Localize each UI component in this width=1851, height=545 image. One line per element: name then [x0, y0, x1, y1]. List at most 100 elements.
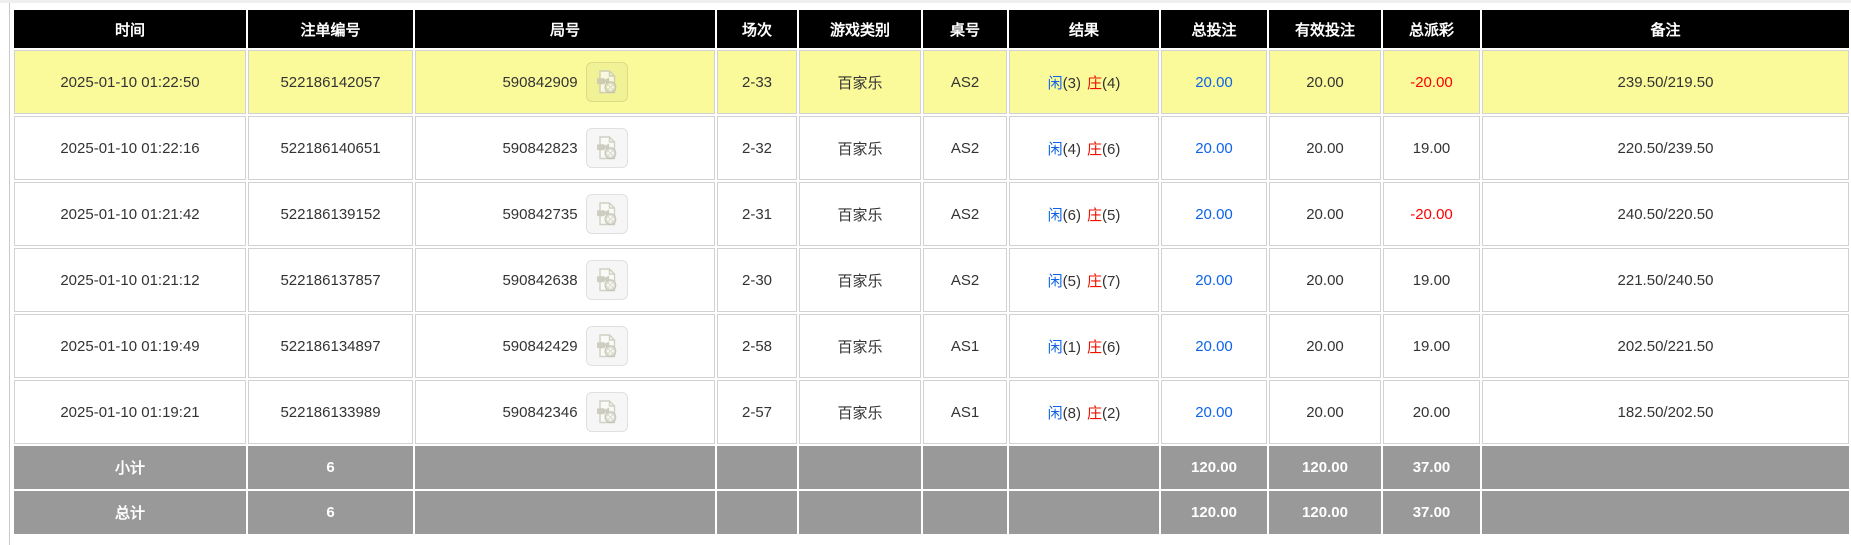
col-header-total-bet: 总投注: [1161, 10, 1267, 48]
table-body: 2025-01-10 01:22:50 522186142057 5908429…: [14, 50, 1849, 444]
time-cell: 2025-01-10 01:21:42: [14, 182, 246, 246]
grand-total-total-payout: 37.00: [1383, 491, 1480, 534]
total-payout-cell: 19.00: [1383, 116, 1480, 180]
remark-cell: 182.50/202.50: [1482, 380, 1849, 444]
round-id-cell: 590842638: [415, 248, 715, 312]
table-row[interactable]: 2025-01-10 01:21:12 522186137857 5908426…: [14, 248, 1849, 312]
banker-result-score: (6): [1102, 140, 1121, 158]
table-footer: 小计 6 120.00 120.00 37.00 总计 6 120.00 120…: [14, 446, 1849, 534]
video-file-icon: [596, 70, 616, 94]
banker-result-score: (4): [1102, 74, 1121, 92]
table-no-cell: AS2: [923, 248, 1007, 312]
grand-total-valid-bet: 120.00: [1269, 491, 1381, 534]
game-type-cell: 百家乐: [799, 116, 921, 180]
bet-id-cell: 522186139152: [248, 182, 413, 246]
table-row[interactable]: 2025-01-10 01:21:42 522186139152 5908427…: [14, 182, 1849, 246]
subtotal-count: 6: [248, 446, 413, 489]
banker-result-label: 庄: [1087, 404, 1103, 422]
table-row[interactable]: 2025-01-10 01:22:50 522186142057 5908429…: [14, 50, 1849, 114]
round-id-cell: 590842735: [415, 182, 715, 246]
video-replay-button[interactable]: [585, 128, 628, 168]
player-result-score: (5): [1062, 272, 1081, 290]
table-header: 时间 注单编号 局号 场次 游戏类别 桌号 结果 总投注 有效投注 总派彩 备注: [14, 10, 1849, 48]
round-id-cell: 590842909: [415, 50, 715, 114]
video-replay-button[interactable]: [585, 260, 628, 300]
table-row[interactable]: 2025-01-10 01:19:21 522186133989 5908423…: [14, 380, 1849, 444]
result-cell: 闲(4) 庄(6): [1009, 116, 1159, 180]
col-header-time: 时间: [14, 10, 246, 48]
player-result-label: 闲: [1047, 74, 1063, 92]
video-replay-button[interactable]: [585, 392, 628, 432]
round-id: 590842823: [502, 139, 578, 157]
col-header-total-payout: 总派彩: [1383, 10, 1480, 48]
round-id-cell: 590842823: [415, 116, 715, 180]
table-row[interactable]: 2025-01-10 01:19:49 522186134897 5908424…: [14, 314, 1849, 378]
video-file-icon: [596, 334, 616, 358]
round-id: 590842346: [502, 403, 578, 421]
video-replay-button[interactable]: [585, 194, 628, 234]
table-row[interactable]: 2025-01-10 01:22:16 522186140651 5908428…: [14, 116, 1849, 180]
time-cell: 2025-01-10 01:22:50: [14, 50, 246, 114]
video-file-icon: [596, 400, 616, 424]
time-cell: 2025-01-10 01:21:12: [14, 248, 246, 312]
subtotal-total-payout: 37.00: [1383, 446, 1480, 489]
total-bet-cell[interactable]: 20.00: [1161, 50, 1267, 114]
grand-total-row: 总计 6 120.00 120.00 37.00: [14, 491, 1849, 534]
col-header-remark: 备注: [1482, 10, 1849, 48]
session-cell: 2-32: [717, 116, 797, 180]
game-type-cell: 百家乐: [799, 50, 921, 114]
valid-bet-cell: 20.00: [1269, 248, 1381, 312]
round-id-cell: 590842346: [415, 380, 715, 444]
round-id: 590842429: [502, 337, 578, 355]
player-result-label: 闲: [1047, 206, 1063, 224]
player-result-score: (3): [1062, 74, 1081, 92]
grand-total-total-bet: 120.00: [1161, 491, 1267, 534]
video-replay-button[interactable]: [585, 326, 628, 366]
banker-result-label: 庄: [1087, 272, 1103, 290]
total-payout-cell: 19.00: [1383, 314, 1480, 378]
col-header-table-no: 桌号: [923, 10, 1007, 48]
session-cell: 2-33: [717, 50, 797, 114]
table-no-cell: AS2: [923, 116, 1007, 180]
total-payout-cell: -20.00: [1383, 182, 1480, 246]
valid-bet-cell: 20.00: [1269, 380, 1381, 444]
remark-cell: 240.50/220.50: [1482, 182, 1849, 246]
col-header-result: 结果: [1009, 10, 1159, 48]
col-header-round-id: 局号: [415, 10, 715, 48]
total-payout-cell: 20.00: [1383, 380, 1480, 444]
grand-total-label: 总计: [14, 491, 246, 534]
subtotal-total-bet: 120.00: [1161, 446, 1267, 489]
grand-total-count: 6: [248, 491, 413, 534]
player-result-score: (1): [1062, 338, 1081, 356]
game-type-cell: 百家乐: [799, 248, 921, 312]
video-file-icon: [596, 136, 616, 160]
table-no-cell: AS2: [923, 182, 1007, 246]
col-header-session: 场次: [717, 10, 797, 48]
total-bet-cell[interactable]: 20.00: [1161, 248, 1267, 312]
content-area: 时间 注单编号 局号 场次 游戏类别 桌号 结果 总投注 有效投注 总派彩 备注…: [10, 3, 1851, 545]
bet-id-cell: 522186142057: [248, 50, 413, 114]
round-id: 590842909: [502, 73, 578, 91]
session-cell: 2-57: [717, 380, 797, 444]
total-bet-cell[interactable]: 20.00: [1161, 314, 1267, 378]
video-file-icon: [596, 268, 616, 292]
video-replay-button[interactable]: [585, 62, 628, 102]
total-bet-cell[interactable]: 20.00: [1161, 116, 1267, 180]
col-header-game-type: 游戏类别: [799, 10, 921, 48]
bet-history-table: 时间 注单编号 局号 场次 游戏类别 桌号 结果 总投注 有效投注 总派彩 备注…: [12, 8, 1851, 536]
result-cell: 闲(5) 庄(7): [1009, 248, 1159, 312]
bet-id-cell: 522186133989: [248, 380, 413, 444]
player-result-label: 闲: [1047, 338, 1063, 356]
banker-result-label: 庄: [1087, 338, 1103, 356]
total-payout-cell: -20.00: [1383, 50, 1480, 114]
game-type-cell: 百家乐: [799, 314, 921, 378]
col-header-bet-id: 注单编号: [248, 10, 413, 48]
remark-cell: 221.50/240.50: [1482, 248, 1849, 312]
total-payout-cell: 19.00: [1383, 248, 1480, 312]
total-bet-cell[interactable]: 20.00: [1161, 380, 1267, 444]
player-result-score: (4): [1062, 140, 1081, 158]
total-bet-cell[interactable]: 20.00: [1161, 182, 1267, 246]
time-cell: 2025-01-10 01:19:21: [14, 380, 246, 444]
bet-id-cell: 522186134897: [248, 314, 413, 378]
